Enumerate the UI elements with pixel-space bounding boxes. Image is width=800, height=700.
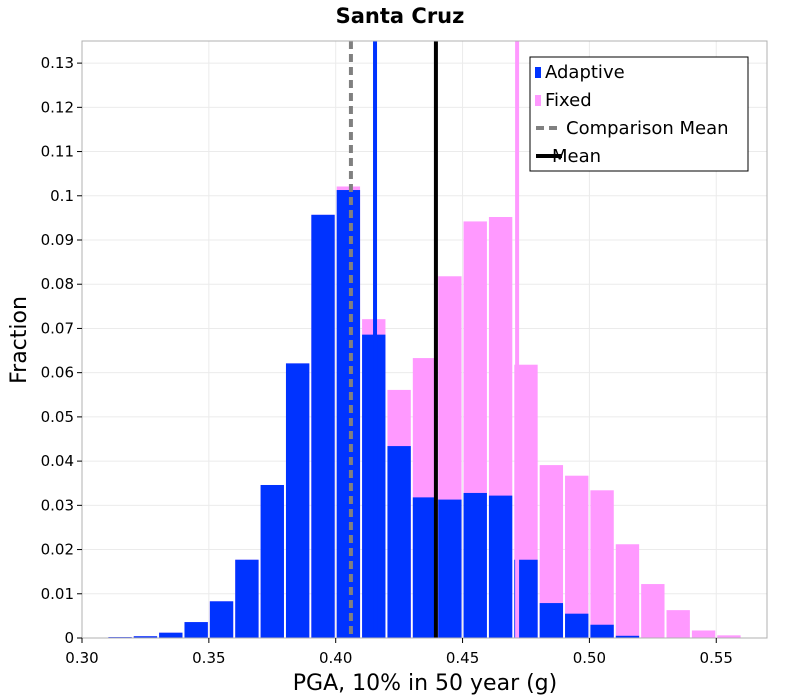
- adaptive-bar: [590, 624, 614, 638]
- adaptive-bar: [235, 559, 259, 638]
- y-tick-label: 0.03: [41, 496, 74, 514]
- adaptive-bar: [514, 559, 538, 638]
- adaptive-bar: [615, 635, 640, 638]
- adaptive-bar: [311, 214, 335, 638]
- y-axis-title: Fraction: [7, 296, 32, 384]
- y-tick-label: 0.05: [41, 408, 74, 426]
- chart-title: Santa Cruz: [336, 4, 465, 28]
- y-tick-label: 0.11: [41, 143, 74, 161]
- fixed-bar: [691, 630, 716, 638]
- fixed-bar: [615, 544, 640, 638]
- fixed-bar: [590, 490, 614, 638]
- adaptive-bar: [438, 499, 462, 638]
- legend-swatch-fixed: [535, 95, 541, 106]
- adaptive-bar: [463, 492, 487, 638]
- axes: 0.30 0.35 0.40 0.45 0.50 0.55 0 0.01 0.02 0.03 0.0…: [41, 54, 733, 667]
- adaptive-bar: [488, 495, 513, 638]
- legend: Adaptive Fixed Comparison Mean Mean: [529, 56, 749, 172]
- adaptive-bar: [184, 622, 208, 638]
- x-tick-label: 0.45: [446, 649, 479, 667]
- legend-label-mean: Mean: [552, 146, 601, 167]
- y-tick-label: 0.07: [41, 319, 74, 337]
- adaptive-bar: [565, 613, 589, 638]
- legend-label-adaptive: Adaptive: [545, 62, 625, 83]
- y-tick-label: 0: [64, 629, 74, 647]
- adaptive-bar: [260, 484, 284, 638]
- x-tick-label: 0.55: [700, 649, 733, 667]
- adaptive-bar: [336, 190, 361, 639]
- y-tick-label: 0.04: [41, 452, 74, 470]
- x-axis-title: PGA, 10% in 50 year (g): [293, 671, 557, 696]
- fixed-bar: [565, 475, 589, 638]
- y-tick-label: 0.08: [41, 275, 74, 293]
- y-tick-label: 0.02: [41, 541, 74, 559]
- adaptive-bar: [387, 446, 411, 638]
- adaptive-bar: [285, 363, 310, 638]
- x-tick-label: 0.50: [573, 649, 606, 667]
- y-tick-label: 0.12: [41, 98, 74, 116]
- adaptive-bar: [412, 497, 437, 638]
- fixed-bar: [641, 584, 665, 638]
- y-tick-label: 0.01: [41, 585, 74, 603]
- x-tick-label: 0.30: [65, 649, 98, 667]
- plot-frame: [81, 40, 768, 639]
- adaptive-bar: [159, 632, 183, 638]
- x-tick-label: 0.40: [319, 649, 352, 667]
- fixed-bar: [717, 635, 741, 638]
- y-tick-label: 0.06: [41, 364, 74, 382]
- legend-label-fixed: Fixed: [545, 90, 592, 111]
- adaptive-bar: [209, 601, 234, 638]
- fixed-bar: [539, 465, 564, 638]
- y-tick-label: 0.09: [41, 231, 74, 249]
- x-tick-label: 0.35: [192, 649, 225, 667]
- y-tick-label: 0.1: [50, 187, 74, 205]
- adaptive-bar: [539, 603, 564, 638]
- legend-label-comparison-mean: Comparison Mean: [566, 118, 729, 139]
- y-tick-label: 0.13: [41, 54, 74, 72]
- fixed-bar: [666, 610, 690, 638]
- legend-box: [529, 56, 749, 172]
- adaptive-bar: [133, 636, 158, 638]
- legend-swatch-adaptive: [535, 67, 541, 78]
- mean-lines: [348, 41, 520, 638]
